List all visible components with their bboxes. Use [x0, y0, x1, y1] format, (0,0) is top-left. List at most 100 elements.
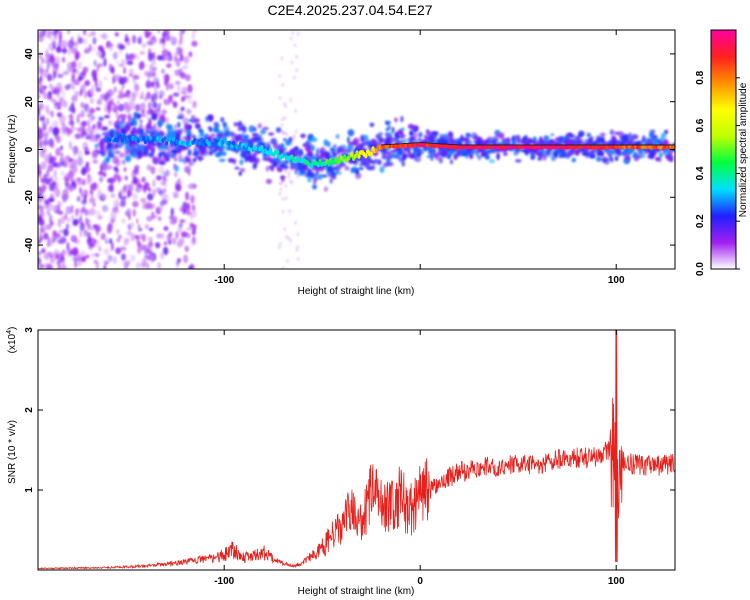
- heatmap-ridge-cell: [464, 139, 469, 143]
- heatmap-noise-cell: [108, 101, 115, 106]
- heatmap-noise-cell: [285, 132, 289, 137]
- heatmap-noise-cell: [157, 30, 161, 34]
- heatmap-ridge-cell: [652, 138, 659, 146]
- heatmap-noise-cell: [70, 204, 74, 214]
- heatmap-ridge-cell: [239, 168, 246, 173]
- heatmap-ridge-cell: [351, 167, 355, 174]
- heatmap-ridge-cell: [641, 138, 646, 144]
- heatmap-noise-cell: [69, 141, 72, 150]
- heatmap-noise-cell: [61, 102, 67, 108]
- heatmap-noise-cell: [295, 248, 299, 252]
- heatmap-noise-cell: [112, 76, 115, 85]
- heatmap-noise-cell: [66, 30, 71, 35]
- heatmap-noise-cell: [155, 175, 163, 181]
- heatmap-ridge-cell: [218, 158, 226, 163]
- heatmap-noise-cell: [58, 218, 61, 228]
- heatmap-peak-cell: [141, 136, 146, 141]
- colorbar-tick-label: 0.6: [695, 118, 706, 132]
- heatmap-noise-cell: [119, 152, 125, 159]
- heatmap-noise-cell: [79, 222, 86, 231]
- heatmap-noise-cell: [66, 67, 72, 73]
- heatmap-ridge-cell: [392, 137, 399, 143]
- heatmap-ridge-cell: [288, 136, 293, 143]
- snr-x-tick-label: 0: [417, 576, 423, 587]
- heatmap-noise-cell: [60, 122, 66, 126]
- heatmap-ridge-cell: [125, 145, 130, 149]
- heatmap-noise-cell: [68, 250, 74, 255]
- heatmap-peak-cell: [168, 136, 172, 142]
- heatmap-noise-cell: [172, 54, 176, 64]
- heatmap-noise-cell: [121, 218, 126, 224]
- heatmap-ridge-cell: [453, 153, 458, 160]
- heatmap-noise-cell: [47, 251, 52, 257]
- heatmap-peak-cell: [364, 153, 368, 159]
- heatmap-noise-cell: [284, 169, 287, 173]
- heatmap-noise-cell: [48, 43, 53, 51]
- heatmap-noise-cell: [163, 226, 169, 231]
- heatmap-ridge-cell: [348, 141, 355, 146]
- heatmap-noise-cell: [60, 151, 64, 159]
- heatmap-noise-cell: [74, 261, 78, 268]
- heatmap-noise-cell: [188, 161, 195, 166]
- heatmap-noise-cell: [124, 175, 128, 181]
- heatmap-noise-cell: [68, 177, 74, 182]
- heatmap-noise-cell: [157, 262, 161, 269]
- heatmap-noise-cell: [80, 249, 86, 255]
- heatmap-ridge-cell: [302, 143, 307, 147]
- heatmap-noise-cell: [118, 234, 122, 239]
- heatmap-noise-cell: [141, 176, 146, 183]
- heatmap-ridge-cell: [237, 121, 243, 127]
- heatmap-ridge-cell: [614, 149, 621, 155]
- heatmap-noise-cell: [94, 253, 100, 257]
- heatmap-ridge-cell: [313, 155, 318, 161]
- heatmap-noise-cell: [121, 159, 126, 166]
- heatmap-ridge-cell: [527, 148, 532, 154]
- snr-y-tick-label: 2: [24, 407, 35, 413]
- heatmap-noise-cell: [80, 191, 84, 197]
- heatmap-noise-cell: [38, 126, 41, 133]
- heatmap-noise-cell: [38, 87, 42, 94]
- heatmap-noise-cell: [296, 232, 300, 237]
- heatmap-noise-cell: [106, 253, 110, 259]
- heatmap-noise-cell: [161, 191, 168, 201]
- heatmap-noise-cell: [182, 117, 189, 125]
- heatmap-noise-cell: [123, 167, 127, 172]
- heatmap-ridge-cell: [412, 125, 419, 132]
- heatmap-ridge-cell: [378, 140, 382, 144]
- heatmap-ridge-cell: [329, 177, 333, 184]
- heatmap-noise-cell: [179, 219, 186, 223]
- heatmap-noise-cell: [83, 31, 87, 36]
- heatmap-ridge-cell: [327, 171, 335, 178]
- heatmap-noise-cell: [42, 85, 48, 90]
- heatmap-ridge-cell: [559, 137, 563, 143]
- heatmap-peak-cell: [269, 147, 273, 153]
- heatmap-noise-cell: [66, 241, 70, 251]
- heatmap-noise-cell: [89, 98, 95, 104]
- heatmap-ridge-cell: [239, 159, 244, 166]
- heatmap-ridge-cell: [662, 148, 667, 155]
- heatmap-noise-cell: [165, 54, 171, 62]
- heatmap-noise-cell: [96, 50, 103, 57]
- heatmap-noise-cell: [103, 76, 108, 81]
- snr-y-axis-label: SNR (10 * v/v): [7, 420, 18, 484]
- heatmap-noise-cell: [143, 70, 151, 77]
- heatmap-noise-cell: [96, 64, 100, 72]
- heatmap-noise-cell: [293, 75, 296, 80]
- heatmap-noise-cell: [115, 59, 120, 64]
- heatmap-ridge-cell: [133, 119, 138, 127]
- heatmap-peak-cell: [171, 136, 176, 142]
- heatmap-noise-cell: [40, 161, 47, 170]
- heatmap-ridge-cell: [151, 113, 158, 121]
- heatmap-noise-cell: [175, 57, 181, 67]
- figure-title: C2E4.2025.237.04.54.E27: [267, 2, 432, 18]
- heatmap-noise-cell: [174, 51, 180, 57]
- heatmap-ridge-cell: [174, 165, 179, 172]
- heatmap-noise-cell: [168, 83, 173, 90]
- heatmap-noise-cell: [120, 195, 127, 200]
- heatmap-noise-cell: [77, 179, 85, 186]
- heatmap-noise-cell: [183, 254, 189, 264]
- heatmap-noise-cell: [55, 232, 61, 239]
- snr-y-tick-label: 3: [24, 327, 35, 333]
- heatmap-noise-cell: [100, 193, 107, 199]
